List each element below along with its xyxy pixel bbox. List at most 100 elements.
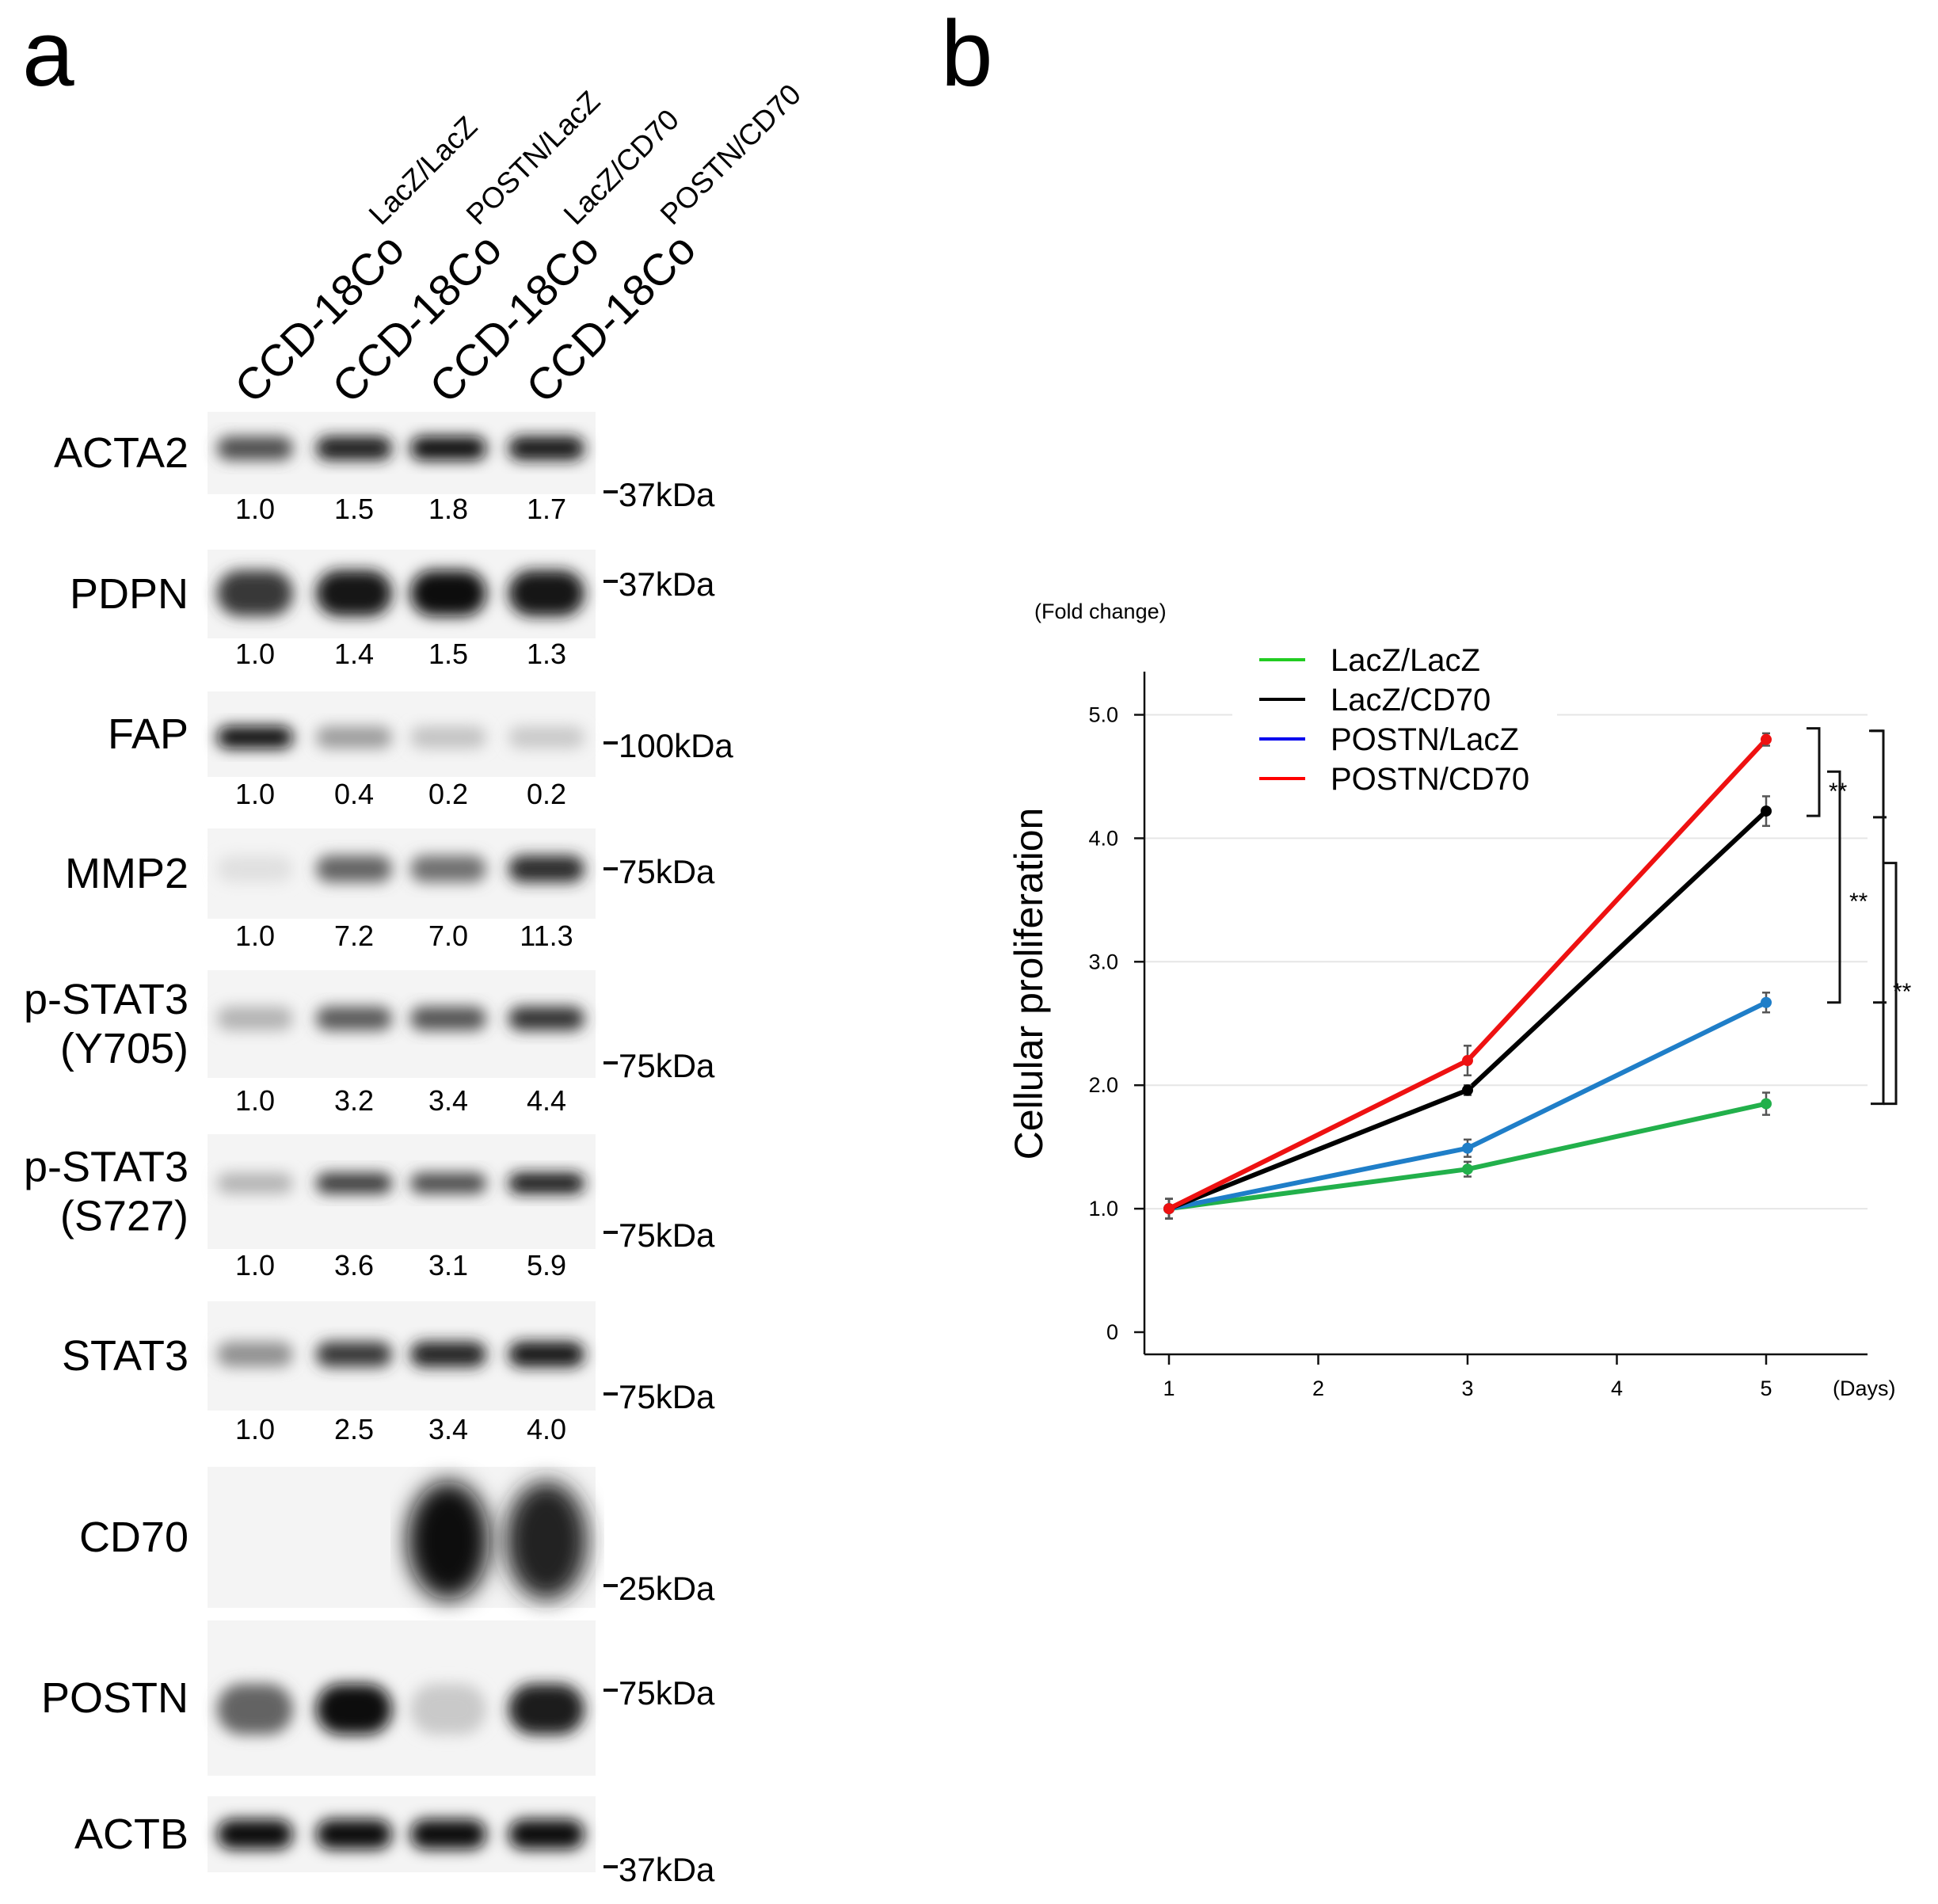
data-point bbox=[1462, 1055, 1473, 1067]
blot-band bbox=[316, 1173, 392, 1194]
blot-band bbox=[508, 1684, 584, 1735]
molecular-weight-marker: 75kDa bbox=[619, 1378, 715, 1415]
molecular-weight-marker: 25kDa bbox=[619, 1570, 715, 1607]
protein-label: POSTN bbox=[41, 1674, 188, 1722]
data-point bbox=[1462, 1163, 1473, 1175]
protein-label: STAT3 bbox=[62, 1332, 188, 1380]
data-point bbox=[1163, 1203, 1175, 1215]
panel-b-letter: b bbox=[941, 2, 993, 106]
blot-band bbox=[217, 436, 293, 460]
legend-label: LacZ/CD70 bbox=[1331, 683, 1491, 718]
lane-label-superscript: POSTN/CD70 bbox=[654, 78, 807, 230]
molecular-weight-marker: 75kDa bbox=[619, 853, 715, 890]
data-point bbox=[1761, 1098, 1772, 1110]
data-point bbox=[1761, 733, 1772, 745]
bracket-line bbox=[1807, 727, 1821, 817]
protein-label: MMP2 bbox=[65, 850, 188, 897]
quantification-value: 1.0 bbox=[235, 1413, 275, 1445]
data-point bbox=[1761, 996, 1772, 1008]
blot-band bbox=[316, 1342, 392, 1367]
blot-band bbox=[410, 1007, 486, 1030]
significance-label: ** bbox=[1893, 979, 1912, 1005]
data-point bbox=[1761, 805, 1772, 817]
quantification-value: 1.8 bbox=[428, 493, 468, 525]
blot-band bbox=[410, 570, 486, 616]
quantification-value: 1.0 bbox=[235, 638, 275, 670]
data-point bbox=[1462, 1084, 1473, 1096]
x-tick-label: 5 bbox=[1760, 1377, 1772, 1400]
quantification-value: 0.2 bbox=[428, 778, 468, 810]
blot-row: FAP 100kDa 1.0 0.4 0.2 0.2 bbox=[108, 691, 733, 810]
blot-band bbox=[508, 1007, 584, 1030]
quantification-value: 1.5 bbox=[334, 493, 374, 525]
quantification-value: 2.5 bbox=[334, 1413, 374, 1445]
blot-row: PDPN 37kDa 1.0 1.4 1.5 1.3 bbox=[70, 550, 715, 670]
quantification-value: 1.0 bbox=[235, 493, 275, 525]
protein-label: ACTA2 bbox=[54, 429, 188, 477]
quantification-value: 3.4 bbox=[428, 1413, 468, 1445]
blot-band bbox=[316, 570, 392, 616]
series-line bbox=[1168, 1000, 1768, 1212]
molecular-weight-marker: 75kDa bbox=[619, 1047, 715, 1084]
blot-row: POSTN 75kDa bbox=[41, 1620, 715, 1776]
protein-label: CD70 bbox=[79, 1514, 188, 1561]
protein-label: p-STAT3 bbox=[24, 1144, 188, 1191]
y-tick-label: 4.0 bbox=[1088, 826, 1118, 850]
molecular-weight-marker: 37kDa bbox=[619, 476, 715, 513]
blot-band bbox=[217, 1684, 293, 1735]
blot-band bbox=[410, 1173, 486, 1194]
significance-label: ** bbox=[1829, 779, 1848, 805]
molecular-weight-marker: 37kDa bbox=[619, 1851, 715, 1888]
data-point bbox=[1462, 1142, 1473, 1154]
blot-band bbox=[508, 726, 584, 748]
quantification-value: 1.0 bbox=[235, 778, 275, 810]
panel-a: a CCD-18CoLacZ/LacZCCD-18CoPOSTN/LacZCCD… bbox=[22, 2, 807, 1888]
proliferation-chart: (Fold change) 0 1.0 2.0 3.0 4.0 5.0 1 2 3 4 5 (Days)… bbox=[1007, 600, 1912, 1400]
series-postn-cd70 bbox=[1163, 732, 1772, 1220]
blot-row: ACTA2 37kDa 1.0 1.5 1.8 1.7 bbox=[54, 412, 715, 525]
blot-band bbox=[217, 1173, 293, 1194]
blot-band bbox=[217, 855, 293, 882]
blot-row: p-STAT3(Y705) 75kDa 1.0 3.2 3.4 4.4 bbox=[24, 970, 715, 1117]
blot-band bbox=[508, 1173, 584, 1194]
quantification-value: 1.0 bbox=[235, 1084, 275, 1117]
quantification-value: 1.5 bbox=[428, 638, 468, 670]
quantification-value: 3.6 bbox=[334, 1249, 374, 1281]
blot-band bbox=[407, 1481, 489, 1600]
blot-band bbox=[316, 436, 392, 460]
quantification-value: 1.4 bbox=[334, 638, 374, 670]
molecular-weight-marker: 37kDa bbox=[619, 565, 715, 603]
blot-band bbox=[508, 436, 584, 460]
blot-band bbox=[217, 726, 293, 748]
blot-band bbox=[508, 1819, 584, 1849]
blot-band bbox=[508, 855, 584, 882]
blot-band bbox=[410, 1819, 486, 1849]
quantification-value: 0.4 bbox=[334, 778, 374, 810]
protein-label: p-STAT3 bbox=[24, 976, 188, 1023]
quantification-value: 1.3 bbox=[527, 638, 566, 670]
molecular-weight-marker: 75kDa bbox=[619, 1674, 715, 1712]
blot-band bbox=[410, 436, 486, 460]
blot-band bbox=[505, 1481, 588, 1600]
legend-label: LacZ/LacZ bbox=[1331, 643, 1480, 678]
quantification-value: 0.2 bbox=[527, 778, 566, 810]
blot-row: MMP2 75kDa 1.0 7.2 7.0 11.3 bbox=[65, 828, 715, 952]
protein-label: (Y705) bbox=[60, 1025, 188, 1072]
quantification-value: 5.9 bbox=[527, 1249, 566, 1281]
y-tick-label: 1.0 bbox=[1088, 1197, 1118, 1220]
quantification-value: 4.4 bbox=[527, 1084, 566, 1117]
legend-label: POSTN/CD70 bbox=[1331, 762, 1529, 797]
x-axis-label: (Days) bbox=[1833, 1377, 1896, 1400]
quantification-value: 3.4 bbox=[428, 1084, 468, 1117]
x-tick-label: 4 bbox=[1611, 1377, 1623, 1400]
blot-row: ACTB 37kDa bbox=[74, 1796, 715, 1888]
quantification-value: 7.0 bbox=[428, 920, 468, 952]
blot-band bbox=[316, 1007, 392, 1030]
significance-bracket: ** bbox=[1827, 770, 1868, 1004]
blot-row: CD70 25kDa bbox=[79, 1467, 715, 1608]
y-tick-label: 5.0 bbox=[1088, 703, 1118, 727]
bracket-line bbox=[1871, 729, 1885, 1106]
y-axis-title: Cellular proliferation bbox=[1007, 808, 1051, 1160]
lane-headers: CCD-18CoLacZ/LacZCCD-18CoPOSTN/LacZCCD-1… bbox=[225, 78, 807, 412]
